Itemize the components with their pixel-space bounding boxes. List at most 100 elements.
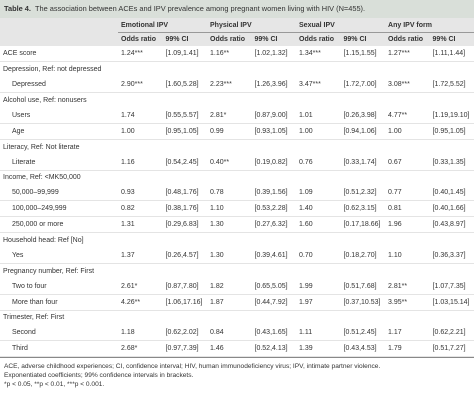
confidence-interval: [0.51,7.27] [432,345,466,353]
odds-ratio: 3.95** [388,298,408,306]
confidence-interval: [0.93,1.05] [254,127,288,135]
header-row: Emotional IPV Physical IPV Sexual IPV Any I… [0,18,474,34]
subheader-row: Odds ratio 99% CI Odds ratio 99% CI Odds rat… [0,32,474,47]
confidence-interval: [0.18,2.70] [343,251,377,259]
data-row: 100,000–249,999 0.82 [0.38,1.76] 1.10 [0.53,… [0,201,474,217]
odds-ratio: 0.93 [121,189,135,197]
confidence-interval: [0.43,1.65] [254,329,288,337]
odds-ratio: 1.31 [121,221,135,229]
confidence-interval: [1.06,17.16] [165,298,203,306]
row-label: ACE score [3,50,37,58]
confidence-interval: [0.51,2.45] [343,329,377,337]
row-label: 50,000–99,999 [12,189,59,197]
odds-ratio: 1.82 [210,282,224,290]
corner-cell [0,32,118,47]
odds-ratio: 1.10 [210,205,224,213]
confidence-interval: [1.03,15.14] [432,298,470,306]
confidence-interval: [0.43,8.97] [432,221,466,229]
section-row: Household head: Ref [No] [0,233,474,248]
confidence-interval: [0.36,3.37] [432,251,466,259]
odds-ratio: 1.00 [121,127,135,135]
odds-ratio: 4.77** [388,111,408,119]
row-label: Depressed [12,81,46,89]
row-label: Users [12,111,31,119]
odds-ratio: 1.39 [299,345,313,353]
confidence-interval: [0.62,2.21] [432,329,466,337]
section-row: Depression, Ref: not depressed [0,62,474,77]
group-header: Physical IPV [207,18,297,34]
odds-ratio: 1.97 [299,298,313,306]
row-label: Age [12,127,25,135]
confidence-interval: [1.72,7.00] [343,81,377,89]
odds-ratio: 0.99 [210,127,224,135]
data-row: Age 1.00 [0.95,1.05] 0.99 [0.93,1.05] 1.00 [0.… [0,123,474,140]
corner-cell [0,18,118,33]
data-row: ACE score 1.24*** [1.09,1.41] 1.16** [1.02,1… [0,46,474,62]
footnote: *p < 0.05, **p < 0.01, ***p < 0.001. [4,381,105,389]
odds-ratio: 0.70 [299,251,313,259]
confidence-interval: [0.29,6.83] [165,221,199,229]
section-label: Pregnancy number, Ref: First [3,267,95,275]
odds-ratio: 1.24*** [121,50,143,58]
footnotes: ACE, adverse childhood experiences; CI, … [0,357,474,389]
odds-ratio: 1.30 [210,251,224,259]
section-label: Literacy, Ref: Not literate [3,143,80,151]
confidence-interval: [0.52,4.13] [254,345,288,353]
confidence-interval: [1.09,1.41] [165,50,199,58]
section-label: Trimester, Ref: First [3,314,65,322]
data-row: 250,000 or more 1.31 [0.29,6.83] 1.30 [0.27,… [0,217,474,233]
table-label: Table 4. [4,4,31,13]
row-label: 100,000–249,999 [12,205,67,213]
odds-ratio: 1.46 [210,345,224,353]
confidence-interval: [0.87,7.80] [165,282,199,290]
confidence-interval: [0.53,2.28] [254,205,288,213]
odds-ratio: 1.09 [299,189,313,197]
row-label: Yes [12,251,24,259]
data-row: Second 1.18 [0.62,2.02] 0.84 [0.43,1.65] 1.11… [0,325,474,341]
confidence-interval: [0.97,7.39] [165,345,199,353]
odds-ratio: 1.10 [388,251,402,259]
odds-ratio: 2.68* [121,345,138,353]
odds-ratio: 2.81** [388,282,408,290]
row-label: Third [12,345,28,353]
data-row: 50,000–99,999 0.93 [0.48,1.76] 0.78 [0.39,1.… [0,185,474,201]
data-row: More than four 4.26** [1.06,17.16] 1.87 [0.4… [0,294,474,311]
odds-ratio: 4.26** [121,298,141,306]
data-row: Literate 1.16 [0.54,2.45] 0.40** [0.19,0.82]… [0,155,474,171]
odds-ratio: 2.61* [121,282,138,290]
confidence-interval: [0.55,5.57] [165,111,199,119]
confidence-interval: [0.33,1.35] [432,158,466,166]
confidence-interval: [0.37,10.53] [343,298,381,306]
row-label: Literate [12,158,36,166]
confidence-interval: [0.94,1.06] [343,127,377,135]
section-row: Trimester, Ref: First [0,310,474,325]
odds-ratio: 1.99 [299,282,313,290]
confidence-interval: [1.07,7.35] [432,282,466,290]
odds-ratio: 2.81* [210,111,227,119]
confidence-interval: [0.40,1.66] [432,205,466,213]
row-label: Two to four [12,282,47,290]
confidence-interval: [0.62,2.02] [165,329,199,337]
odds-ratio: 1.27*** [388,50,410,58]
odds-ratio: 1.87 [210,298,224,306]
odds-ratio: 1.00 [299,127,313,135]
odds-ratio: 0.40** [210,158,230,166]
confidence-interval: [0.54,2.45] [165,158,199,166]
section-row: Alcohol use, Ref: nonusers [0,93,474,108]
data-row: Two to four 2.61* [0.87,7.80] 1.82 [0.65,5.0… [0,279,474,295]
odds-ratio: 1.17 [388,329,402,337]
group-header: Emotional IPV [118,18,207,34]
odds-ratio: 1.16** [210,50,230,58]
subheader: 99% CI [251,32,297,47]
confidence-interval: [0.26,4.57] [165,251,199,259]
subheader: Odds ratio [385,32,430,47]
confidence-interval: [0.38,1.76] [165,205,199,213]
confidence-interval: [1.26,3.96] [254,81,288,89]
odds-ratio: 0.78 [210,189,224,197]
group-header: Any IPV form [385,18,474,34]
footnote: ACE, adverse childhood experiences; CI, … [4,363,381,371]
confidence-interval: [0.43,4.53] [343,345,377,353]
section-row: Pregnancy number, Ref: First [0,263,474,278]
confidence-interval: [0.33,1.74] [343,158,377,166]
